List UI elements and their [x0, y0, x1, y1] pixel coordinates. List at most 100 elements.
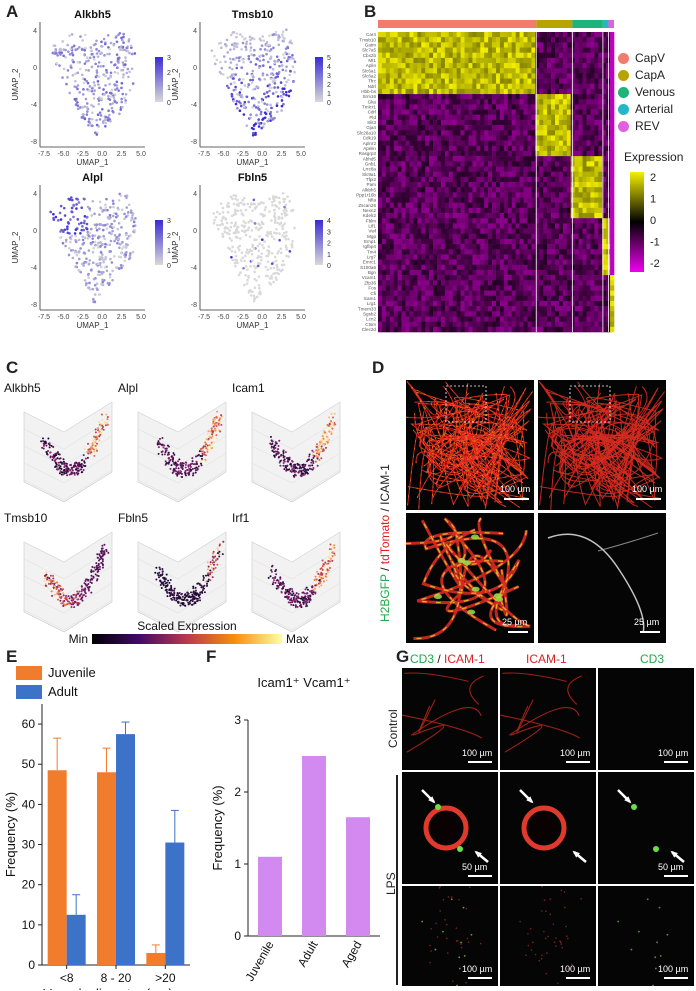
umap-cell: [260, 126, 263, 130]
heatmap-cell: [425, 42, 430, 48]
heatmap-cell: [602, 125, 607, 131]
heatmap-cell: [582, 109, 587, 116]
heatmap-cell: [543, 275, 548, 281]
umap-cell: [263, 92, 266, 96]
heatmap-cell: [401, 207, 406, 214]
heatmap-cell: [511, 32, 516, 38]
heatmap-cell: [429, 145, 434, 152]
heatmap-cell: [405, 109, 410, 116]
colorbar-tick: 4: [327, 64, 331, 71]
heatmap-cell: [488, 280, 493, 286]
heatmap-cell: [503, 150, 509, 157]
heatmap-cell: [547, 63, 552, 69]
heatmap-cell: [543, 228, 548, 235]
heatmap-cell: [578, 280, 583, 286]
heatmap-cell: [401, 316, 406, 322]
umap-cell: [237, 56, 241, 60]
heatmap-cell: [590, 32, 595, 38]
umap-cell: [272, 197, 275, 200]
umap-cell: [88, 209, 92, 212]
heatmap-cell: [476, 316, 481, 322]
heatmap-cell: [515, 254, 520, 260]
umap-cell: [225, 38, 229, 42]
heatmap-cell: [421, 202, 426, 209]
heatmap-cell: [452, 130, 457, 136]
heatmap-cell: [385, 321, 391, 328]
heatmap-cell: [472, 125, 477, 131]
heatmap-cell: [551, 63, 556, 69]
heatmap-cell: [562, 228, 568, 235]
heatmap-cell: [570, 259, 575, 266]
heatmap-cell: [476, 259, 481, 266]
heatmap-cell: [586, 52, 591, 59]
heatmap-cell: [476, 32, 481, 38]
heatmap-cell: [566, 145, 572, 152]
heatmap-cell: [397, 119, 402, 126]
heatmap-cell: [385, 140, 391, 147]
umap-cell: [77, 269, 80, 272]
heatmap-cell: [464, 182, 469, 188]
heatmap-cell: [492, 182, 497, 188]
heatmap-cell: [468, 321, 473, 328]
heatmap-cell: [547, 156, 552, 162]
heatmap-cell: [440, 119, 446, 126]
heatmap-cell: [444, 213, 450, 219]
umap-cell: [102, 64, 105, 68]
heatmap-cell: [523, 114, 528, 121]
heatmap-cell: [527, 238, 532, 245]
heatmap-cell: [499, 42, 505, 48]
heatmap-cell: [440, 321, 446, 328]
heatmap-cell: [594, 171, 599, 178]
umap-cell: [133, 52, 137, 55]
colorbar-tick: 5: [327, 55, 331, 62]
heatmap-cell: [444, 285, 450, 291]
umap-cell: [118, 112, 121, 116]
umap-cell: [269, 103, 272, 107]
heatmap-cell: [499, 280, 505, 286]
umap-cell: [225, 84, 229, 88]
heatmap-cell: [401, 223, 406, 229]
heatmap-cell: [488, 63, 493, 69]
heatmap-cell: [393, 47, 398, 53]
heatmap-cell: [543, 130, 548, 136]
heatmap-cell: [523, 99, 528, 105]
heatmap-cell: [492, 150, 497, 157]
heatmap-cell: [413, 37, 418, 43]
heatmap-cell: [433, 52, 438, 59]
heatmap-cell: [547, 197, 552, 203]
heatmap-cell: [531, 166, 536, 172]
heatmap-cell: [511, 295, 516, 302]
heatmap-cell: [417, 300, 422, 307]
heatmap-cell: [531, 254, 536, 260]
heatmap-cell: [558, 63, 564, 69]
heatmap-cell: [610, 207, 615, 214]
heatmap-cell: [523, 104, 528, 110]
heatmap-cell: [531, 73, 536, 79]
x-tick-label: -2.5: [77, 151, 89, 158]
heatmap-cell: [440, 114, 446, 121]
heatmap-cell: [555, 249, 560, 255]
heatmap-cell: [523, 32, 528, 38]
heatmap-cell: [440, 300, 446, 307]
heatmap-cell: [385, 275, 391, 281]
heatmap-cell: [531, 109, 536, 116]
heatmap-cell: [551, 156, 556, 162]
heatmap-cell: [527, 68, 532, 74]
heatmap-cell: [586, 269, 591, 276]
heatmap-cell: [421, 140, 426, 147]
heatmap-cell: [452, 104, 457, 110]
umap-cell: [126, 67, 130, 71]
heatmap-cell: [523, 83, 528, 90]
heatmap-cell: [421, 73, 426, 79]
heatmap-cell: [598, 150, 603, 157]
heatmap-cell: [535, 207, 540, 214]
heatmap-cell: [488, 119, 493, 126]
heatmap-cell: [562, 176, 568, 183]
umap-cell: [230, 214, 234, 218]
heatmap-cell: [401, 321, 406, 328]
heatmap-cell: [590, 104, 595, 110]
heatmap-cell: [535, 119, 540, 126]
heatmap-cell: [527, 88, 532, 95]
heatmap-cell: [531, 171, 536, 178]
heatmap-cell: [389, 213, 395, 219]
